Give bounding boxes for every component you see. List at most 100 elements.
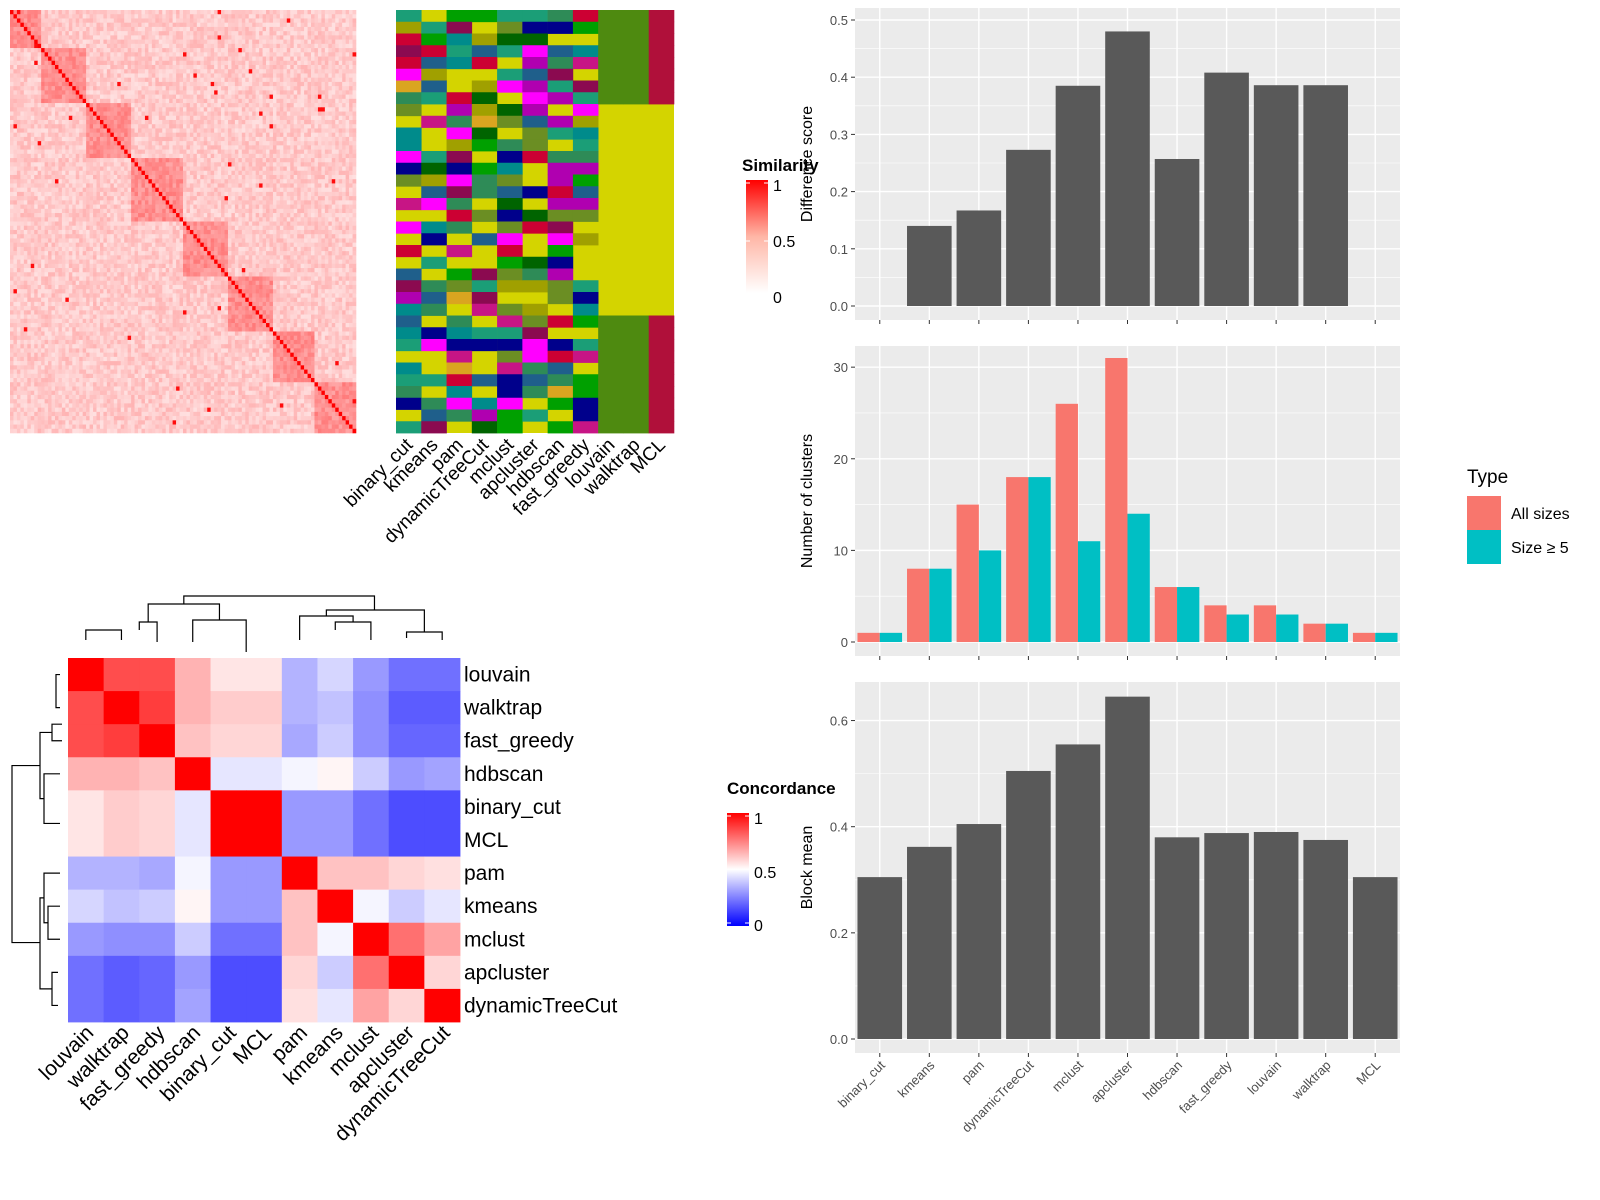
similarity-cell — [79, 60, 83, 66]
similarity-cell — [96, 149, 101, 155]
similarity-cell — [13, 200, 18, 205]
similarity-cell — [127, 26, 132, 32]
similarity-cell — [248, 158, 253, 163]
similarity-cell — [314, 217, 319, 222]
similarity-cell — [234, 119, 239, 125]
similarity-cell — [179, 145, 184, 150]
similarity-cell — [61, 187, 66, 193]
similarity-cell — [13, 14, 18, 19]
similarity-cell — [317, 174, 322, 180]
similarity-cell — [207, 111, 211, 117]
similarity-cell — [311, 98, 315, 104]
similarity-cell — [103, 115, 108, 121]
similarity-cell — [138, 196, 142, 201]
similarity-cell — [307, 217, 312, 222]
similarity-cell — [72, 217, 77, 222]
similarity-cell — [34, 111, 38, 117]
similarity-cell — [352, 196, 357, 201]
similarity-cell — [203, 48, 208, 53]
similarity-cell — [120, 200, 125, 205]
similarity-cell — [259, 158, 263, 163]
similarity-cell — [183, 111, 187, 117]
similarity-cell — [311, 39, 315, 45]
similarity-cell — [214, 213, 218, 218]
similarity-cell — [30, 204, 35, 210]
similarity-cell — [189, 52, 194, 57]
similarity-cell — [314, 128, 319, 133]
similarity-cell — [20, 153, 25, 159]
similarity-cell — [297, 204, 301, 210]
similarity-cell — [349, 22, 353, 28]
similarity-cell — [86, 107, 90, 112]
similarity-cell — [193, 204, 198, 210]
similarity-cell — [158, 35, 163, 40]
similarity-cell — [169, 18, 173, 23]
similarity-cell — [34, 81, 38, 87]
similarity-cell — [30, 128, 35, 133]
similarity-cell — [266, 191, 270, 197]
similarity-cell — [186, 86, 191, 91]
similarity-cell — [342, 217, 346, 222]
similarity-cell — [37, 208, 42, 214]
similarity-cell — [314, 213, 319, 218]
similarity-cell — [51, 90, 56, 95]
similarity-cell — [266, 217, 270, 222]
similarity-cell — [300, 31, 305, 36]
similarity-cell — [41, 64, 45, 70]
similarity-cell — [331, 145, 336, 150]
similarity-cell — [259, 115, 263, 121]
similarity-cell — [200, 153, 205, 159]
similarity-cell — [189, 77, 194, 83]
similarity-cell — [203, 179, 208, 184]
similarity-cell — [259, 128, 263, 133]
similarity-cell — [106, 204, 111, 210]
similarity-cell — [120, 94, 125, 100]
similarity-cell — [179, 132, 184, 138]
similarity-cell — [68, 136, 73, 142]
similarity-cell — [324, 145, 329, 150]
similarity-cell — [349, 103, 353, 108]
similarity-cell — [297, 124, 301, 129]
similarity-cell — [345, 31, 350, 36]
similarity-cell — [276, 166, 281, 172]
similarity-cell — [262, 10, 267, 15]
similarity-cell — [138, 200, 142, 205]
similarity-cell — [117, 158, 122, 163]
similarity-cell — [117, 196, 122, 201]
similarity-cell — [200, 217, 205, 222]
similarity-cell — [193, 153, 198, 159]
similarity-cell — [345, 48, 350, 53]
similarity-cell — [44, 48, 49, 53]
similarity-cell — [127, 60, 132, 66]
similarity-cell — [127, 35, 132, 40]
similarity-cell — [110, 162, 115, 167]
similarity-cell — [214, 145, 218, 150]
similarity-cell — [103, 128, 108, 133]
similarity-cell — [241, 39, 246, 45]
similarity-cell — [148, 52, 153, 57]
similarity-cell — [311, 86, 315, 91]
similarity-cell — [207, 56, 211, 62]
similarity-cell — [120, 217, 125, 222]
similarity-cell — [200, 191, 205, 197]
similarity-cell — [48, 141, 52, 146]
similarity-cell — [120, 204, 125, 210]
similarity-cell — [317, 43, 322, 49]
similarity-cell — [189, 191, 194, 197]
similarity-cell — [148, 170, 153, 176]
similarity-cell — [300, 90, 305, 95]
similarity-cell — [58, 213, 63, 218]
similarity-cell — [82, 56, 87, 62]
similarity-cell — [266, 213, 270, 218]
similarity-cell — [252, 52, 256, 57]
similarity-cell — [120, 98, 125, 104]
similarity-cell — [210, 174, 215, 180]
similarity-cell — [165, 213, 170, 218]
similarity-cell — [234, 187, 239, 193]
similarity-cell — [141, 149, 146, 155]
similarity-cell — [224, 107, 229, 112]
similarity-cell — [10, 170, 14, 176]
similarity-cell — [321, 217, 326, 222]
similarity-cell — [311, 18, 315, 23]
similarity-cell — [138, 77, 142, 83]
